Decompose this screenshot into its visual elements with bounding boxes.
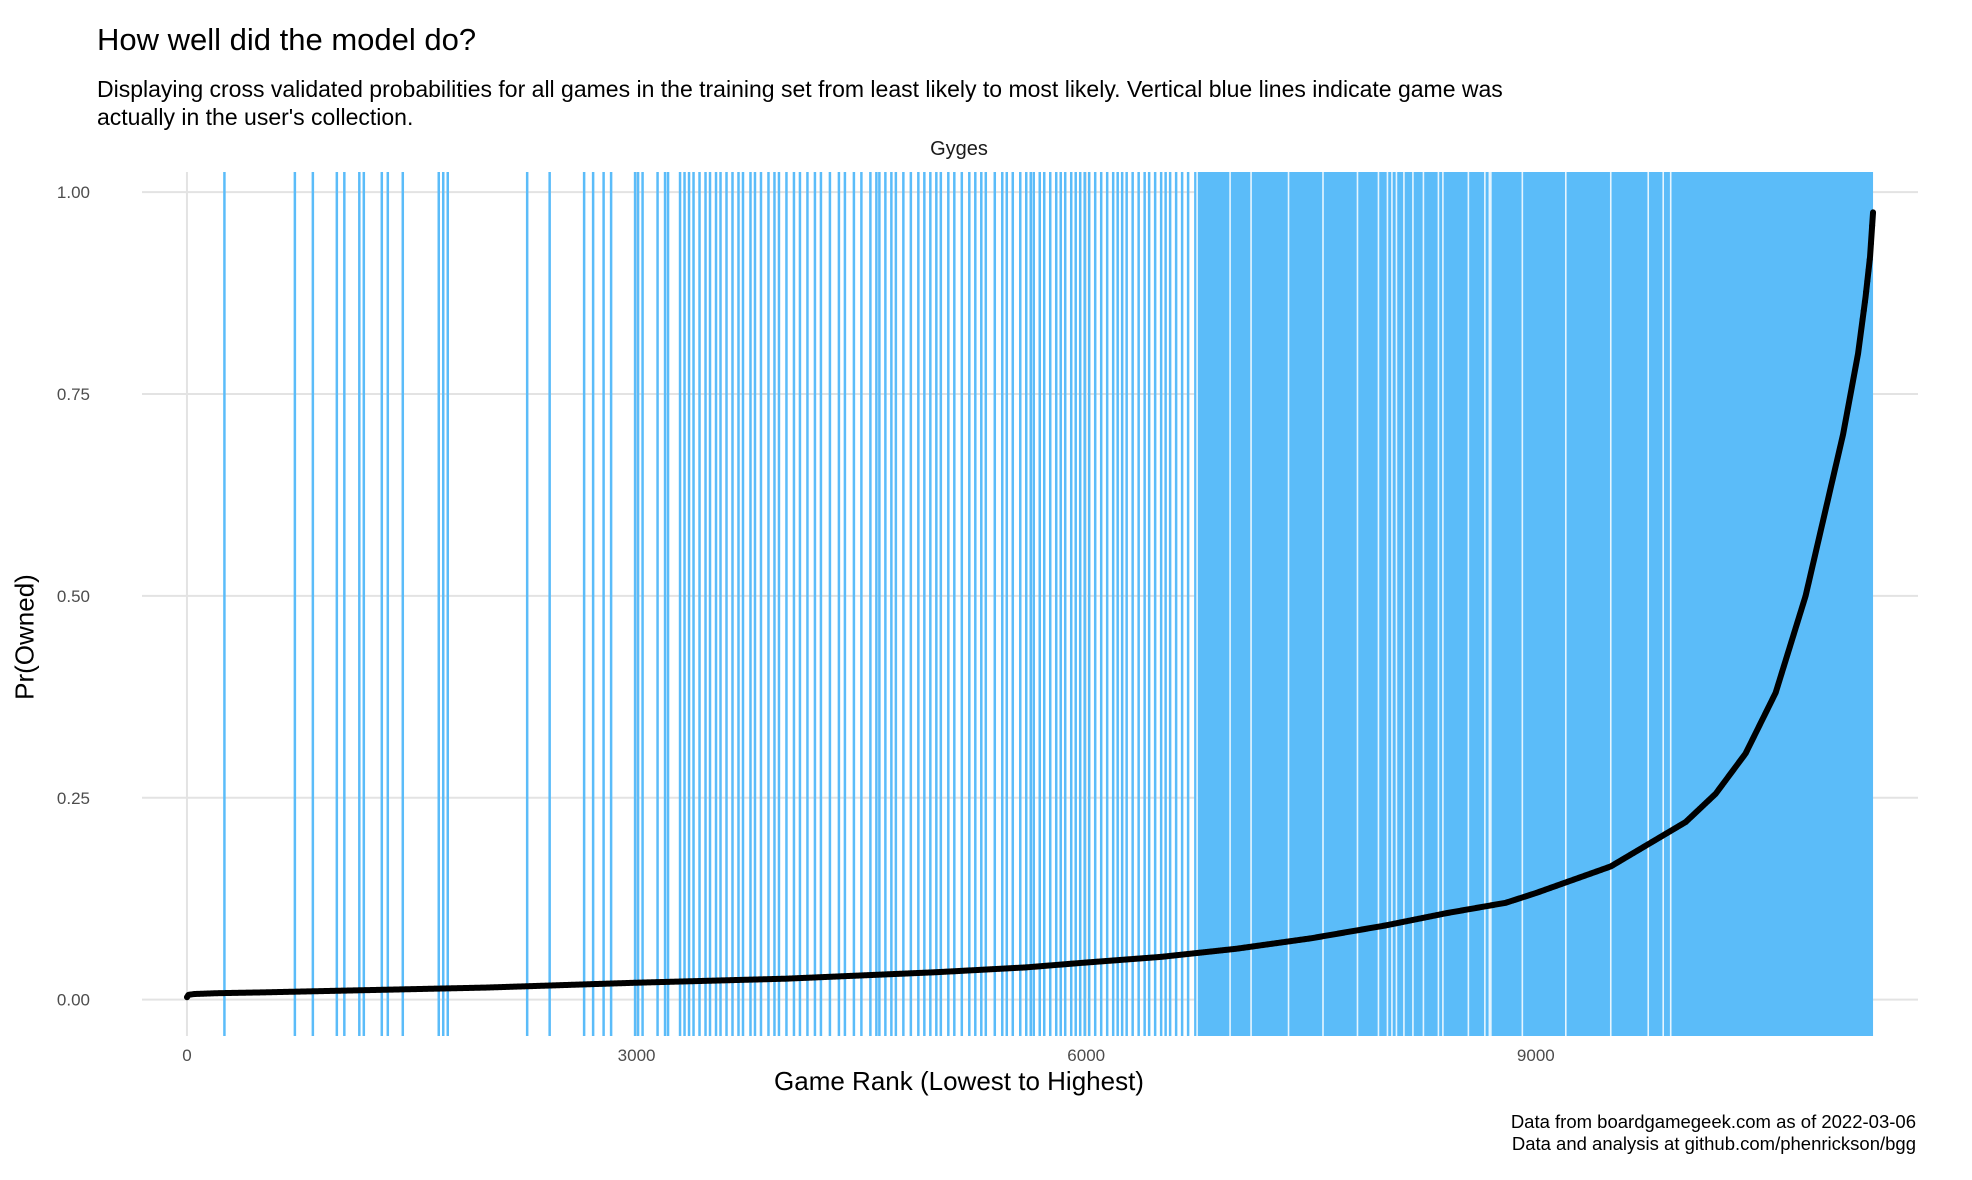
probability-points — [183, 209, 1877, 1001]
y-axis-label: Pr(Owned) — [9, 574, 40, 700]
facet-label: Gyges — [930, 138, 988, 160]
owned-fill-region — [1194, 172, 1874, 1036]
y-tick-label: 0.00 — [57, 991, 90, 1010]
probability-point — [1869, 222, 1876, 229]
x-tick-label: 9000 — [1517, 1046, 1555, 1065]
probability-point — [1861, 298, 1868, 305]
chart-title: How well did the model do? — [97, 22, 477, 57]
probability-point — [1866, 256, 1873, 263]
probability-point — [1864, 278, 1871, 285]
caption: Data from boardgamegeek.com as of 2022-0… — [1511, 1111, 1916, 1155]
y-tick-labels: 0.00 0.25 0.50 0.75 1.00 — [57, 183, 90, 1009]
probability-point — [1863, 288, 1870, 295]
owned-lines — [223, 172, 1874, 1036]
probability-point — [1860, 307, 1867, 314]
probability-point — [1865, 267, 1872, 274]
x-tick-label: 6000 — [1067, 1046, 1105, 1065]
y-tick-label: 0.25 — [57, 789, 90, 808]
probability-point — [1859, 316, 1866, 323]
chart-subtitle: Displaying cross validated probabilities… — [97, 76, 1503, 130]
x-tick-label: 0 — [182, 1046, 191, 1065]
x-axis-label: Game Rank (Lowest to Highest) — [774, 1066, 1144, 1096]
x-tick-label: 3000 — [618, 1046, 656, 1065]
y-tick-label: 1.00 — [57, 183, 90, 202]
x-tick-labels: 0 3000 6000 9000 — [182, 1046, 1555, 1065]
y-tick-label: 0.75 — [57, 385, 90, 404]
probability-curve — [183, 209, 1877, 1001]
caption-line-2: Data and analysis at github.com/phenrick… — [1511, 1133, 1916, 1154]
y-tick-label: 0.50 — [57, 587, 90, 606]
probability-point — [1867, 240, 1874, 247]
caption-line-1: Data from boardgamegeek.com as of 2022-0… — [1510, 1111, 1916, 1132]
